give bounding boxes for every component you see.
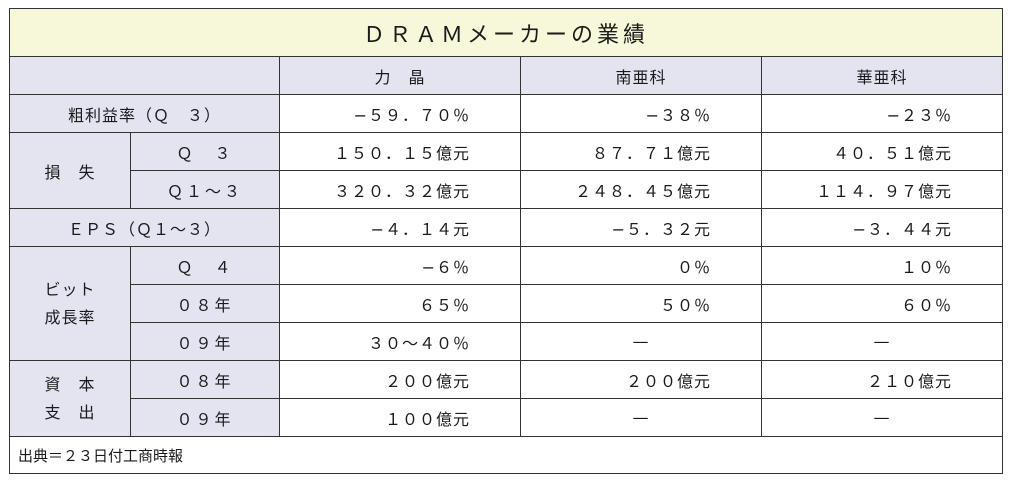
- label-bit-growth-line2: 成長率: [44, 307, 96, 327]
- label-capex-09: ０９年: [130, 398, 280, 437]
- cell-capex-09-rikisho: １００億元: [279, 398, 521, 437]
- cell-gross-margin-inotera: −２３％: [760, 94, 1004, 133]
- label-loss: 損 失: [9, 132, 131, 209]
- cell-eps-rikisho: −４．１４元: [279, 208, 521, 247]
- cell-gross-margin-rikisho: −５９．７０％: [279, 94, 521, 133]
- cell-loss-q1-3-inotera: １１４．９７億元: [760, 170, 1004, 209]
- cell-bit-growth-09-nanya: —: [520, 322, 762, 361]
- cell-eps-inotera: −３．４４元: [760, 208, 1004, 247]
- cell-bit-growth-09-rikisho: ３０〜４０％: [279, 322, 521, 361]
- label-eps: ＥＰＳ（Ｑ１〜３）: [9, 208, 280, 247]
- cell-gross-margin-nanya: −３８％: [520, 94, 762, 133]
- cell-loss-q3-rikisho: １５０．１５億元: [279, 132, 521, 171]
- table-title: ＤＲＡＭメーカーの業績: [8, 8, 1004, 57]
- label-bit-growth-08: ０８年: [130, 284, 280, 323]
- label-loss-q1-3: Ｑ１〜３: [130, 170, 280, 209]
- title-row: ＤＲＡＭメーカーの業績: [8, 8, 1004, 57]
- cell-bit-growth-08-rikisho: ６５％: [279, 284, 521, 323]
- label-loss-q3: Ｑ ３: [130, 132, 280, 171]
- row-capex-09: ０９年 １００億元 — —: [10, 398, 1004, 437]
- cell-capex-08-rikisho: ２００億元: [279, 360, 521, 399]
- label-capex-line1: 資 本: [44, 374, 96, 394]
- row-bit-growth-09: ０９年 ３０〜４０％ — —: [10, 322, 1004, 361]
- cell-loss-q1-3-nanya: ２４８．４５億元: [520, 170, 762, 209]
- cell-eps-nanya: −５．３２元: [520, 208, 762, 247]
- label-gross-margin: 粗利益率（Ｑ ３）: [9, 94, 280, 133]
- label-capex-08: ０８年: [130, 360, 280, 399]
- header-company-inotera: 華亜科: [760, 56, 1004, 95]
- header-row: 力 晶 南亜科 華亜科: [9, 56, 1004, 95]
- cell-capex-08-nanya: ２００億元: [520, 360, 762, 399]
- header-company-nanya: 南亜科: [520, 56, 762, 95]
- cell-bit-growth-08-nanya: ５０％: [520, 284, 762, 323]
- cell-bit-growth-08-inotera: ６０％: [760, 284, 1004, 323]
- cell-bit-growth-q4-rikisho: −６％: [279, 246, 521, 285]
- row-loss-q3: 損 失 Ｑ ３ １５０．１５億元 ８７．７１億元 ４０．５１億元: [9, 132, 1004, 209]
- label-capex-line2: 支 出: [44, 402, 96, 422]
- row-eps: ＥＰＳ（Ｑ１〜３） −４．１４元 −５．３２元 −３．４４元: [9, 208, 1004, 247]
- dram-table-container: ＤＲＡＭメーカーの業績 力 晶 南亜科 華亜科 粗利益率（Ｑ ３） −５９．７０…: [8, 8, 1004, 474]
- row-loss-q1-3: Ｑ１〜３ ３２０．３２億元 ２４８．４５億元 １１４．９７億元: [10, 170, 1004, 209]
- cell-capex-08-inotera: ２１０億元: [760, 360, 1004, 399]
- label-bit-growth-line1: ビット: [44, 279, 96, 299]
- cell-capex-09-inotera: —: [760, 398, 1004, 437]
- label-bit-growth-09: ０９年: [130, 322, 280, 361]
- label-bit-growth-q4: Ｑ ４: [130, 246, 280, 285]
- row-gross-margin: 粗利益率（Ｑ ３） −５９．７０％ −３８％ −２３％: [9, 94, 1004, 133]
- label-bit-growth: ビット 成長率: [9, 246, 131, 361]
- cell-bit-growth-q4-inotera: １０％: [760, 246, 1004, 285]
- row-bit-growth-08: ０８年 ６５％ ５０％ ６０％: [10, 284, 1004, 323]
- cell-loss-q3-inotera: ４０．５１億元: [760, 132, 1004, 171]
- cell-bit-growth-q4-nanya: ０％: [520, 246, 762, 285]
- header-company-rikisho: 力 晶: [279, 56, 521, 95]
- cell-loss-q3-nanya: ８７．７１億元: [520, 132, 762, 171]
- footer-row: 出典＝２３日付工商時報: [8, 436, 1004, 474]
- label-capex: 資 本支 出: [9, 360, 131, 437]
- cell-bit-growth-09-inotera: —: [760, 322, 1004, 361]
- cell-capex-09-nanya: —: [520, 398, 762, 437]
- dram-results-table: ＤＲＡＭメーカーの業績 力 晶 南亜科 華亜科 粗利益率（Ｑ ３） −５９．７０…: [8, 8, 1004, 474]
- cell-loss-q1-3-rikisho: ３２０．３２億元: [279, 170, 521, 209]
- row-bit-growth-q4: ビット成長率 Ｑ ４ −６％ ０％ １０％: [9, 246, 1004, 361]
- header-blank: [9, 56, 280, 95]
- source-note: 出典＝２３日付工商時報: [8, 436, 1004, 474]
- row-capex-08: 資 本支 出 ０８年 ２００億元 ２００億元 ２１０億元: [9, 360, 1004, 437]
